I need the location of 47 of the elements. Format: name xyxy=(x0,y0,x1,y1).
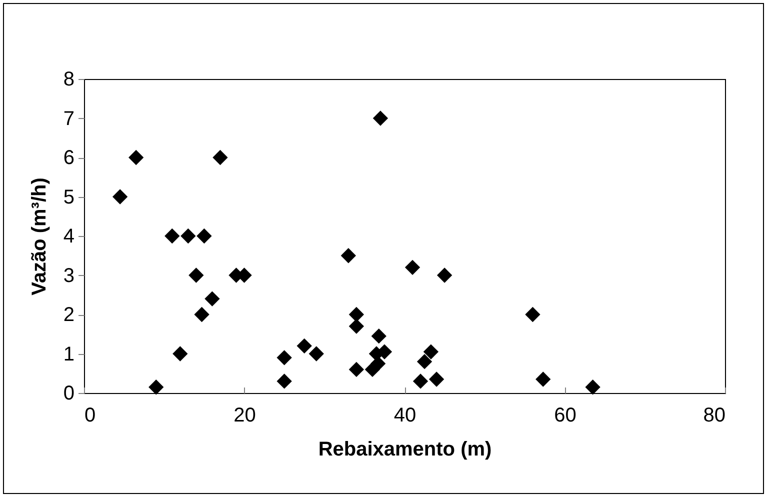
y-tick-label: 8 xyxy=(63,68,74,90)
x-tick-label: 20 xyxy=(234,404,256,426)
point xyxy=(423,344,439,360)
x-tick-label: 80 xyxy=(703,404,726,426)
x-tick-label: 0 xyxy=(84,404,96,426)
point xyxy=(340,248,356,264)
point xyxy=(308,346,324,362)
point xyxy=(276,374,292,389)
x-tick-label: 40 xyxy=(394,404,416,426)
y-tick-label: 5 xyxy=(63,186,74,208)
point xyxy=(371,328,386,344)
y-tick-label: 4 xyxy=(63,226,74,248)
y-tick-label: 0 xyxy=(63,382,74,404)
y-tick-label: 1 xyxy=(63,343,74,366)
x-tick-label: 60 xyxy=(554,404,576,426)
point xyxy=(525,306,540,322)
point xyxy=(180,228,196,244)
point xyxy=(370,356,386,372)
y-tick-label: 7 xyxy=(63,108,74,130)
point xyxy=(436,268,452,283)
point xyxy=(348,318,364,334)
point xyxy=(412,374,428,389)
point xyxy=(404,260,420,275)
point xyxy=(348,362,364,378)
point xyxy=(416,354,432,370)
point xyxy=(428,372,444,387)
y-tick-label: 6 xyxy=(63,147,74,169)
point xyxy=(296,338,312,354)
x-axis-title: Rebaixamento (m) xyxy=(318,438,492,460)
point xyxy=(188,268,204,283)
point xyxy=(536,372,551,387)
point xyxy=(112,189,128,204)
point xyxy=(204,291,220,306)
y-tick-label: 3 xyxy=(63,264,74,287)
point xyxy=(348,306,364,322)
point xyxy=(148,380,164,395)
point xyxy=(194,306,210,322)
point xyxy=(276,350,292,366)
point xyxy=(164,228,180,244)
y-tick-label: 2 xyxy=(63,304,74,326)
point xyxy=(585,380,600,395)
point xyxy=(212,150,228,166)
point xyxy=(172,346,188,362)
point xyxy=(196,228,212,244)
point xyxy=(128,150,144,166)
y-axis-title: Vazão (m³/h) xyxy=(28,178,50,296)
point xyxy=(372,110,388,126)
